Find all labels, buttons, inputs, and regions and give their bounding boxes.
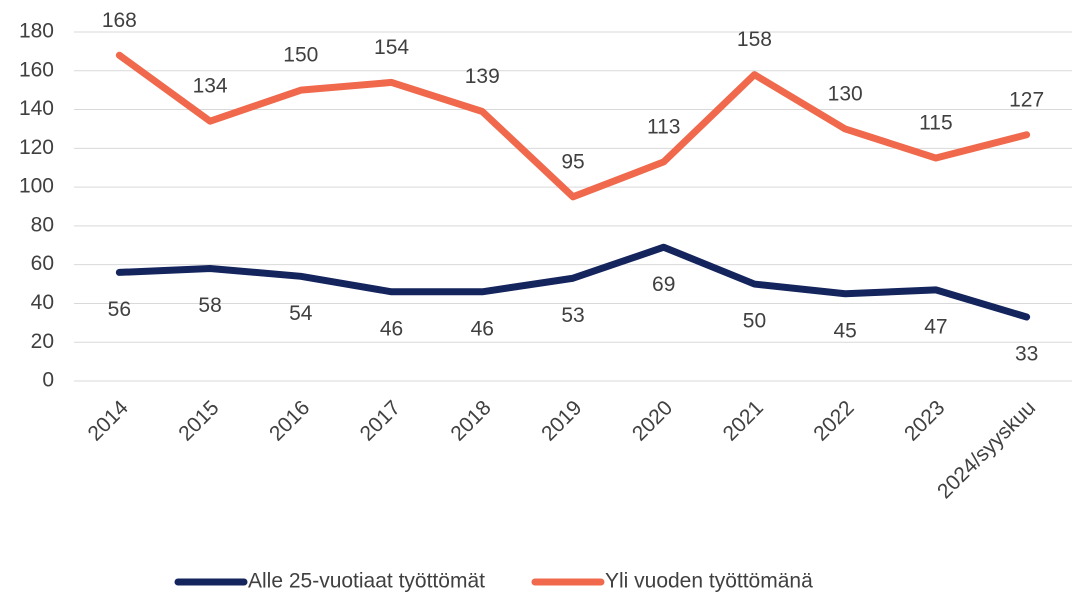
data-label: 58 bbox=[198, 294, 221, 317]
data-label: 46 bbox=[471, 317, 494, 340]
y-tick-label: 80 bbox=[31, 213, 54, 236]
y-tick-label: 140 bbox=[19, 97, 54, 120]
data-label: 127 bbox=[1009, 88, 1044, 111]
x-tick-label: 2014 bbox=[84, 396, 134, 446]
y-tick-label: 180 bbox=[19, 20, 54, 43]
data-label: 69 bbox=[652, 273, 675, 296]
data-label: 46 bbox=[380, 317, 403, 340]
data-label: 154 bbox=[374, 36, 409, 59]
series-line bbox=[115, 243, 1031, 321]
data-label: 150 bbox=[283, 44, 318, 67]
data-label: 130 bbox=[828, 82, 863, 105]
y-tick-label: 40 bbox=[31, 291, 54, 314]
x-tick-label: 2019 bbox=[537, 396, 586, 445]
data-label: 50 bbox=[743, 310, 766, 333]
x-tick-label: 2018 bbox=[446, 396, 495, 445]
y-tick-label: 100 bbox=[19, 175, 54, 198]
data-label: 47 bbox=[924, 315, 947, 338]
legend-label: Yli vuoden työttömänä bbox=[605, 570, 813, 593]
data-label: 115 bbox=[919, 112, 952, 135]
data-label: 168 bbox=[102, 9, 137, 32]
data-label: 33 bbox=[1015, 343, 1038, 366]
y-tick-label: 60 bbox=[31, 252, 54, 275]
data-label: 45 bbox=[834, 319, 857, 342]
data-label: 113 bbox=[647, 115, 680, 138]
data-label: 54 bbox=[289, 302, 313, 325]
data-label: 134 bbox=[193, 75, 228, 98]
y-tick-label: 20 bbox=[31, 330, 54, 353]
x-tick-label: 2016 bbox=[265, 396, 314, 445]
data-label: 158 bbox=[737, 28, 772, 51]
series-line bbox=[115, 51, 1031, 201]
data-label: 56 bbox=[108, 298, 131, 321]
data-label: 95 bbox=[561, 150, 584, 173]
x-tick-label: 2023 bbox=[900, 396, 949, 445]
x-tick-label: 2022 bbox=[809, 396, 858, 445]
x-tick-label: 2021 bbox=[719, 396, 768, 445]
x-tick-label: 2020 bbox=[628, 396, 677, 445]
legend-label: Alle 25-vuotiaat työttömät bbox=[248, 570, 485, 593]
y-tick-label: 0 bbox=[42, 369, 54, 392]
x-tick-label: 2017 bbox=[356, 396, 405, 445]
data-label: 53 bbox=[561, 304, 584, 327]
y-tick-label: 160 bbox=[19, 58, 54, 81]
y-tick-label: 120 bbox=[19, 136, 54, 159]
x-tick-label: 2015 bbox=[174, 396, 223, 445]
data-label: 139 bbox=[465, 65, 500, 88]
